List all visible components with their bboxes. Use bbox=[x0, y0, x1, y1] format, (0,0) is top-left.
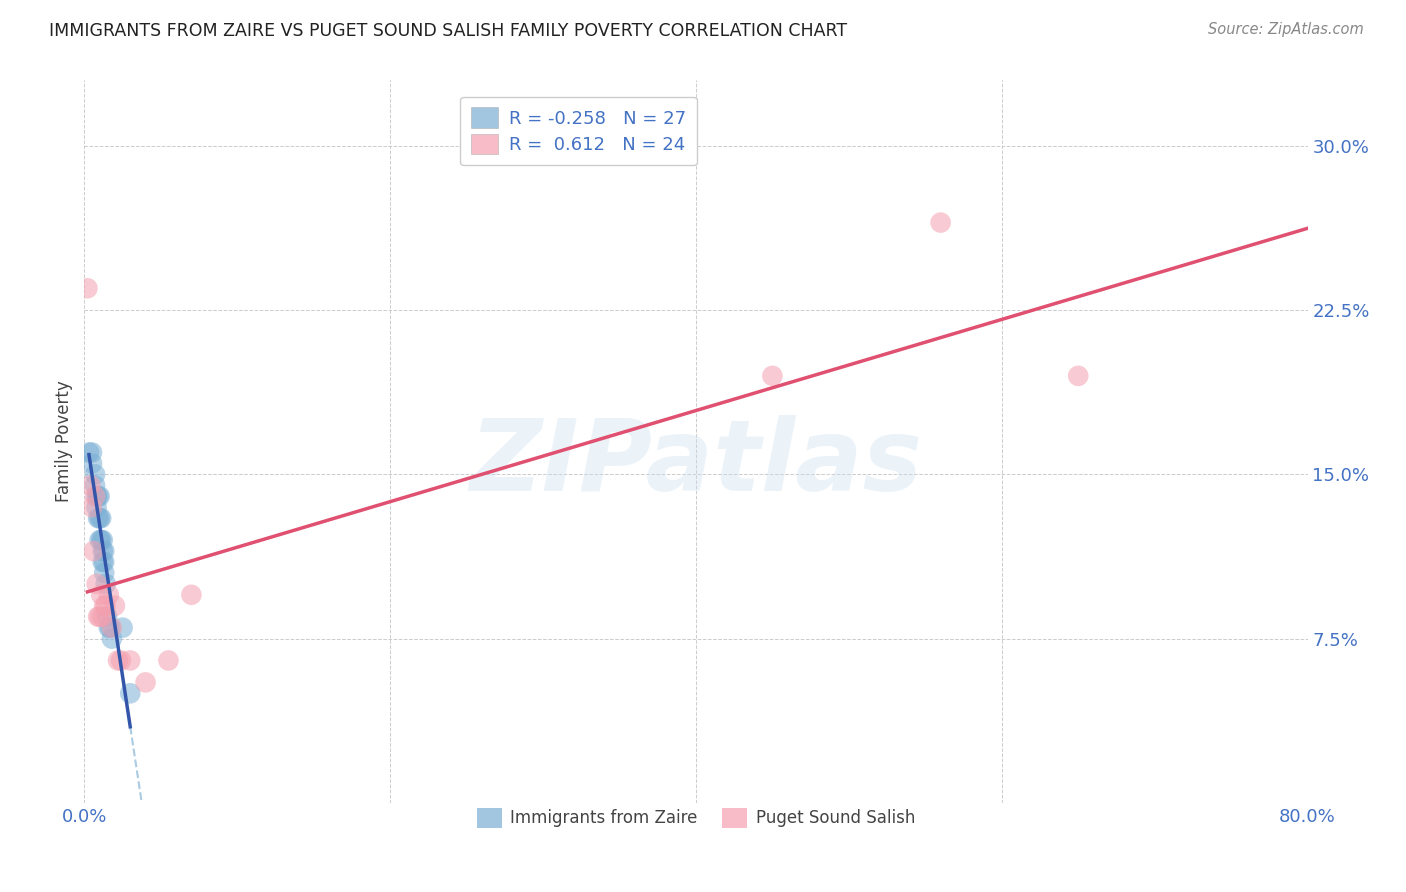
Point bbox=[84, 467, 107, 482]
Point bbox=[97, 588, 120, 602]
Point bbox=[87, 609, 110, 624]
Point bbox=[84, 489, 107, 503]
Point bbox=[180, 588, 202, 602]
Point bbox=[90, 511, 112, 525]
Point bbox=[93, 566, 115, 580]
Point bbox=[110, 653, 132, 667]
Point bbox=[86, 577, 108, 591]
Point bbox=[111, 621, 134, 635]
Point bbox=[80, 500, 103, 515]
Point bbox=[83, 544, 105, 558]
Point bbox=[86, 489, 108, 503]
Point bbox=[80, 445, 103, 459]
Point bbox=[94, 599, 117, 613]
Point bbox=[94, 577, 117, 591]
Point bbox=[91, 533, 114, 547]
Point bbox=[89, 533, 111, 547]
Legend: Immigrants from Zaire, Puget Sound Salish: Immigrants from Zaire, Puget Sound Salis… bbox=[470, 802, 922, 834]
Point bbox=[87, 511, 110, 525]
Point bbox=[91, 555, 114, 569]
Point bbox=[79, 478, 101, 492]
Point bbox=[101, 621, 124, 635]
Point bbox=[929, 216, 952, 230]
Point bbox=[90, 533, 112, 547]
Point bbox=[89, 609, 111, 624]
Point bbox=[89, 489, 111, 503]
Point bbox=[135, 675, 157, 690]
Point bbox=[87, 489, 110, 503]
Point bbox=[77, 445, 100, 459]
Point bbox=[93, 544, 115, 558]
Point bbox=[86, 500, 108, 515]
Point bbox=[157, 653, 180, 667]
Point bbox=[1067, 368, 1090, 383]
Point bbox=[93, 599, 115, 613]
Point bbox=[98, 621, 121, 635]
Point bbox=[120, 653, 142, 667]
Text: IMMIGRANTS FROM ZAIRE VS PUGET SOUND SALISH FAMILY POVERTY CORRELATION CHART: IMMIGRANTS FROM ZAIRE VS PUGET SOUND SAL… bbox=[49, 22, 848, 40]
Text: Source: ZipAtlas.com: Source: ZipAtlas.com bbox=[1208, 22, 1364, 37]
Y-axis label: Family Poverty: Family Poverty bbox=[55, 381, 73, 502]
Point bbox=[96, 609, 118, 624]
Point bbox=[90, 588, 112, 602]
Point bbox=[107, 653, 129, 667]
Point bbox=[91, 609, 114, 624]
Point bbox=[104, 599, 127, 613]
Point bbox=[97, 621, 120, 635]
Point bbox=[761, 368, 783, 383]
Point bbox=[120, 686, 142, 700]
Point bbox=[93, 555, 115, 569]
Point bbox=[91, 544, 114, 558]
Point bbox=[89, 511, 111, 525]
Point bbox=[101, 632, 124, 646]
Point bbox=[76, 281, 98, 295]
Text: ZIPatlas: ZIPatlas bbox=[470, 415, 922, 512]
Point bbox=[84, 478, 107, 492]
Point bbox=[80, 457, 103, 471]
